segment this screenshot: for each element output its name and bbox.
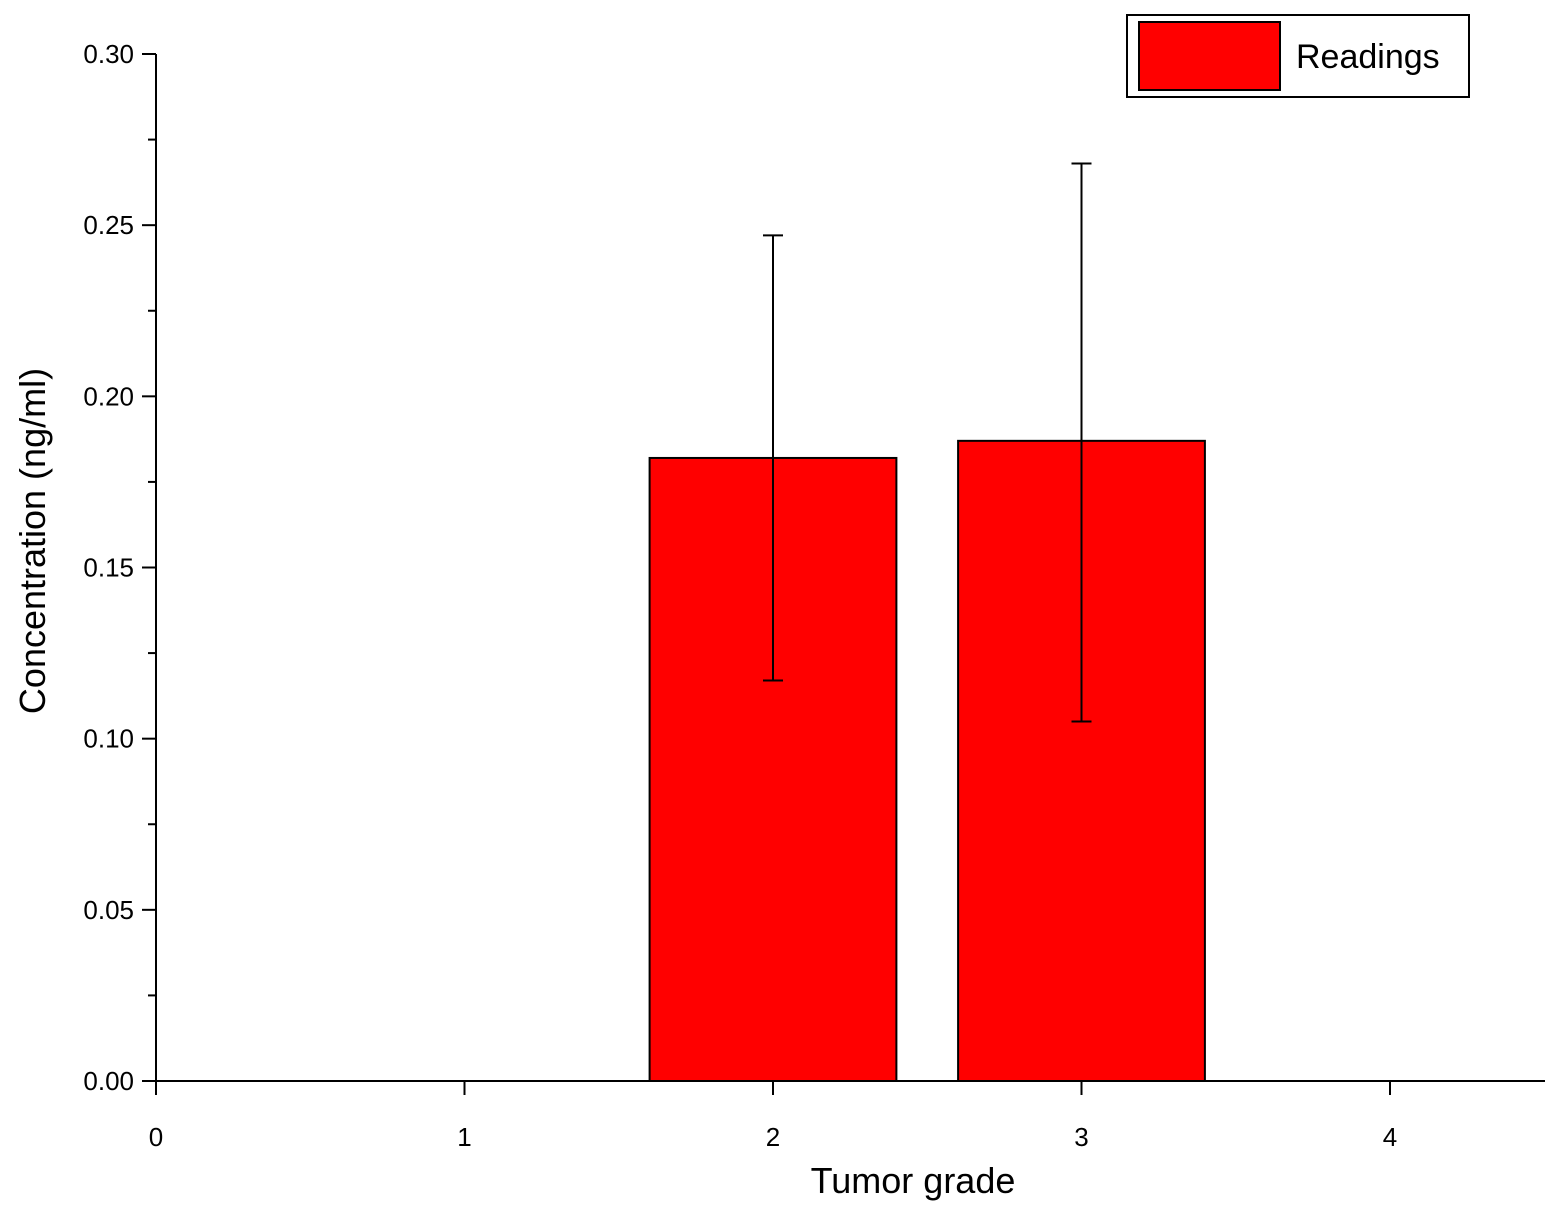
y-axis-title: Concentration (ng/ml)	[12, 368, 53, 714]
y-tick-label-0: 0.00	[83, 1066, 134, 1096]
y-tick-label-5: 0.25	[83, 210, 134, 240]
x-axis-title: Tumor grade	[811, 1160, 1016, 1201]
y-tick-label-6: 0.30	[83, 39, 134, 69]
x-ticks: 0 1 2 3 4	[149, 1081, 1397, 1152]
y-tick-label-1: 0.05	[83, 895, 134, 925]
error-bars	[763, 162, 1092, 723]
legend: Readings	[1126, 14, 1470, 98]
y-ticks: 0.00 0.05 0.10 0.15 0.20 0.25 0.30	[83, 39, 156, 1096]
y-minor-ticks	[148, 138, 156, 997]
bars	[648, 439, 1206, 1083]
y-tick-label-3: 0.15	[83, 553, 134, 583]
legend-swatch	[1138, 21, 1281, 91]
x-tick-label-0: 0	[149, 1122, 163, 1152]
y-tick-label-4: 0.20	[83, 381, 134, 411]
x-tick-label-2: 2	[766, 1122, 780, 1152]
x-tick-label-4: 4	[1383, 1122, 1397, 1152]
x-tick-label-3: 3	[1074, 1122, 1088, 1152]
x-tick-label-1: 1	[457, 1122, 471, 1152]
y-tick-label-2: 0.10	[83, 724, 134, 754]
legend-label: Readings	[1296, 38, 1440, 76]
